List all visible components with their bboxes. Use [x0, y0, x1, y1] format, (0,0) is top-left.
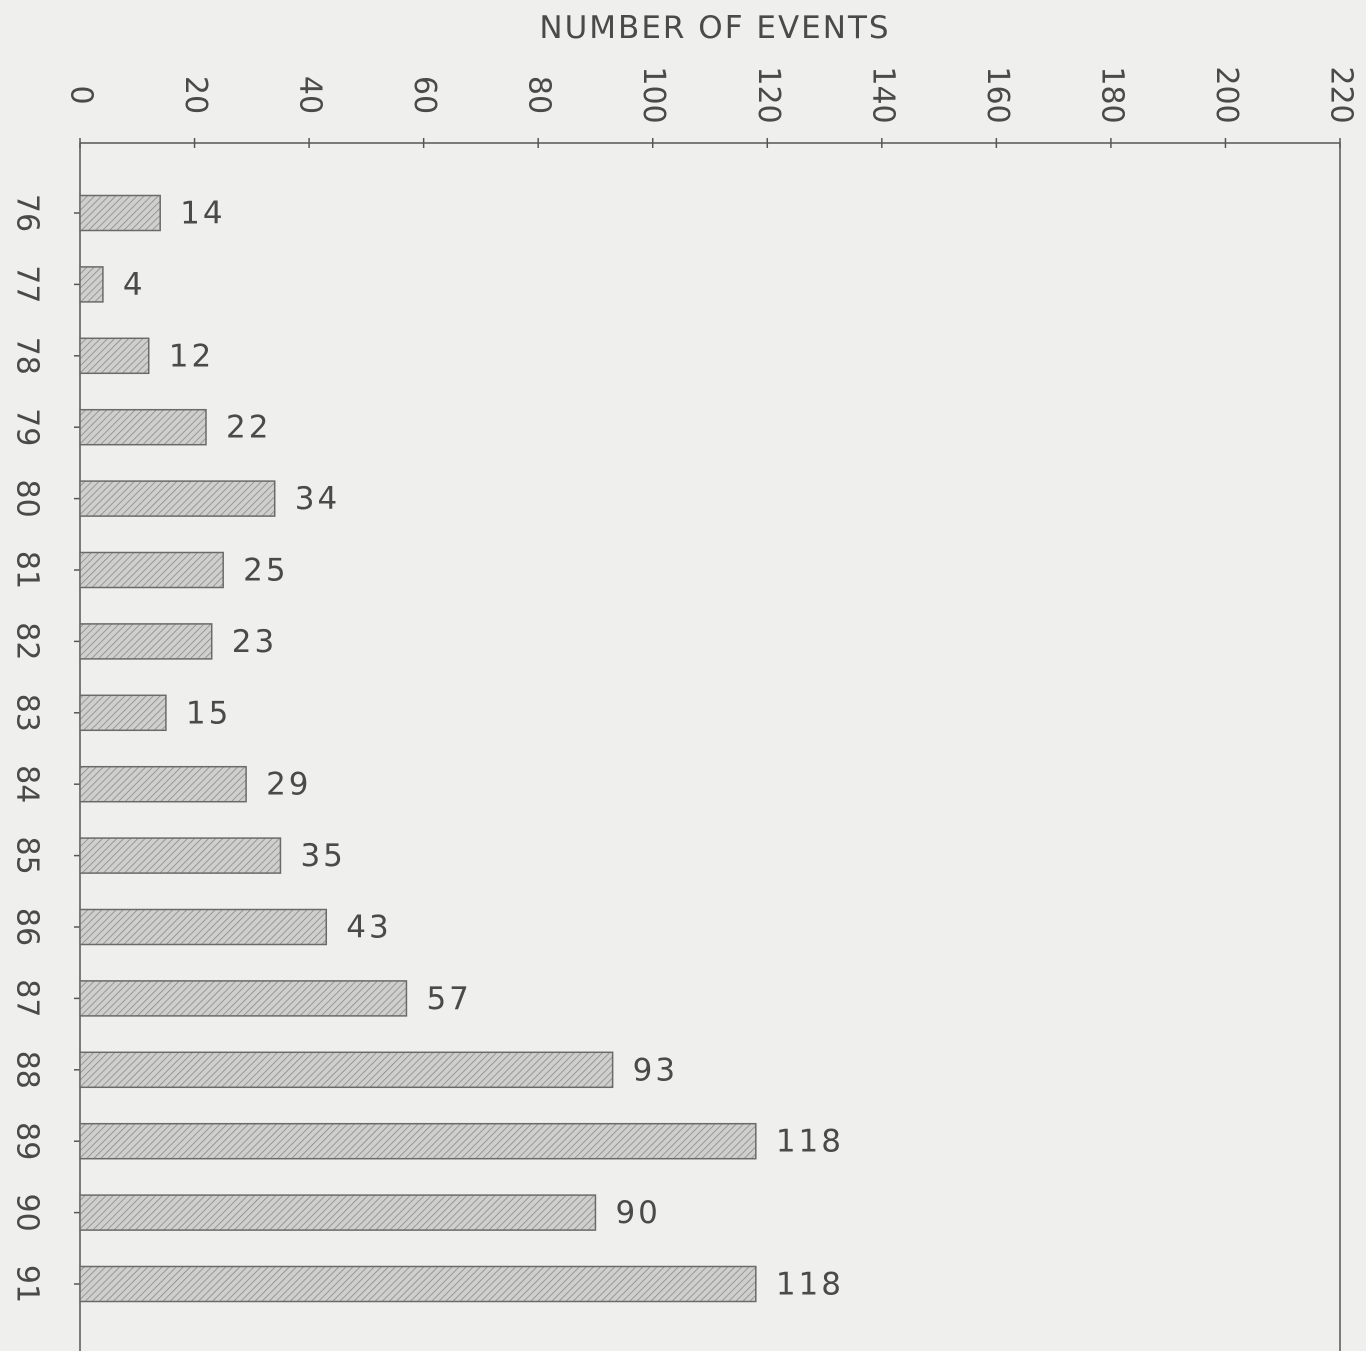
x-tick-label: 180: [1094, 66, 1129, 123]
x-ticks: 0 20 40 60 80 100 120 140 160 180 200 220: [64, 66, 1359, 148]
data-label: 57: [426, 981, 471, 1017]
data-label: 43: [346, 910, 391, 946]
axes: [79, 142, 1341, 1351]
x-tick-label: 200: [1209, 66, 1244, 123]
category-label: 84: [10, 765, 45, 803]
category-label: 77: [10, 265, 45, 303]
category-label: 80: [10, 480, 45, 518]
data-label: 35: [300, 838, 345, 874]
bar: [79, 266, 104, 303]
x-tick-label: 80: [522, 76, 557, 114]
category-label: 89: [10, 1122, 45, 1160]
x-tick-label: 160: [980, 66, 1015, 123]
x-tick-label: 60: [407, 76, 442, 114]
x-tick-label: 100: [636, 66, 671, 123]
bars: [79, 194, 757, 1303]
bar: [79, 1265, 757, 1303]
x-tick-label: 0: [64, 85, 99, 104]
bar: [79, 765, 247, 803]
category-label: 88: [10, 1051, 45, 1089]
data-label: 4: [123, 267, 146, 303]
category-label: 81: [10, 551, 45, 589]
category-label: 79: [10, 408, 45, 446]
x-tick-label: 20: [178, 76, 213, 114]
data-label: 34: [295, 481, 340, 517]
bar: [79, 1051, 614, 1089]
x-tick-label: 40: [293, 76, 328, 114]
bar: [79, 980, 408, 1017]
data-label: 22: [226, 410, 271, 446]
data-label: 15: [186, 695, 231, 731]
category-label: 82: [10, 622, 45, 660]
category-labels: 76 77 78 79 80 81 82 83 84 85 86 87 88 89 90 91: [10, 194, 86, 1303]
x-axis-title: NUMBER OF EVENTS: [539, 10, 890, 46]
data-label: 118: [776, 1124, 844, 1160]
bar: [79, 837, 282, 874]
category-label: 90: [10, 1194, 45, 1232]
bar: [79, 194, 161, 232]
data-label: 118: [776, 1267, 844, 1303]
category-label: 85: [10, 837, 45, 875]
category-label: 91: [10, 1265, 45, 1303]
bar: [79, 1194, 597, 1231]
category-label: 83: [10, 694, 45, 732]
x-tick-label: 120: [751, 66, 786, 123]
category-label: 76: [10, 194, 45, 232]
bar: [79, 551, 224, 589]
data-label: 93: [633, 1052, 678, 1088]
data-label: 23: [232, 624, 277, 660]
data-label: 29: [266, 767, 311, 803]
category-label: 86: [10, 908, 45, 946]
data-label: 12: [169, 338, 214, 374]
data-label: 14: [180, 196, 225, 232]
bar: [79, 694, 167, 732]
bar: [79, 480, 276, 517]
x-tick-label: 140: [865, 66, 900, 123]
category-label: 78: [10, 337, 45, 375]
bar: [79, 623, 213, 660]
category-label: 87: [10, 979, 45, 1017]
data-label: 90: [615, 1195, 660, 1231]
bar: [79, 337, 150, 375]
bar: [79, 1122, 757, 1160]
data-label: 25: [243, 553, 288, 589]
bar: [79, 408, 207, 446]
x-tick-label: 220: [1324, 66, 1359, 123]
bar: [79, 908, 328, 946]
